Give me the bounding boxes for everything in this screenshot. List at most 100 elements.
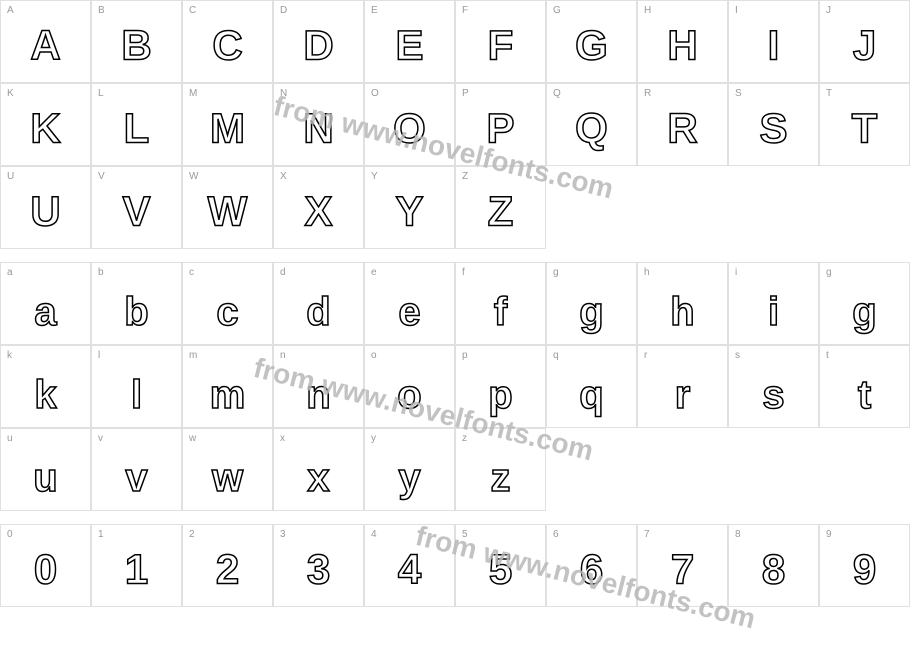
cell-glyph: 9 [853,548,876,590]
glyph-cell: RR [637,83,728,166]
glyph-cell: hh [637,262,728,345]
cell-key-label: X [280,171,287,182]
cell-key-label: m [189,350,197,361]
cell-glyph: V [122,190,150,232]
cell-glyph: E [395,24,423,66]
cell-glyph: U [30,190,60,232]
cell-glyph: K [30,107,60,149]
cell-key-label: H [644,5,651,16]
glyph-cell: XX [273,166,364,249]
cell-key-label: P [462,88,469,99]
glyph-cell: EE [364,0,455,83]
glyph-cell: yy [364,428,455,511]
cell-glyph: k [34,375,56,415]
cell-key-label: U [7,171,14,182]
glyph-cell: TT [819,83,910,166]
cell-key-label: b [98,267,104,278]
glyph-cell: ss [728,345,819,428]
glyph-row: uuvvwwxxyyzz [0,428,911,511]
glyph-cell: AA [0,0,91,83]
cell-glyph: J [853,24,876,66]
glyph-cell: CC [182,0,273,83]
cell-key-label: x [280,433,285,444]
glyph-cell: 88 [728,524,819,607]
cell-glyph: o [397,375,421,415]
cell-glyph: 6 [580,548,603,590]
cell-key-label: d [280,267,286,278]
cell-glyph: v [125,458,147,498]
glyph-cell: oo [364,345,455,428]
cell-glyph: u [33,458,57,498]
cell-key-label: c [189,267,194,278]
glyph-cell: mm [182,345,273,428]
cell-glyph: q [579,375,603,415]
glyph-cell: FF [455,0,546,83]
cell-key-label: A [7,5,14,16]
glyph-cell: bb [91,262,182,345]
cell-glyph: 4 [398,548,421,590]
cell-key-label: w [189,433,196,444]
glyph-cell: 11 [91,524,182,607]
glyph-cell: VV [91,166,182,249]
glyph-cell: zz [455,428,546,511]
cell-glyph: p [488,375,512,415]
glyph-cell: 99 [819,524,910,607]
cell-glyph: b [124,292,148,332]
glyph-cell: WW [182,166,273,249]
glyph-cell: 44 [364,524,455,607]
cell-glyph: Z [488,190,514,232]
cell-glyph: S [759,107,787,149]
cell-glyph: P [486,107,514,149]
glyph-cell: SS [728,83,819,166]
cell-key-label: Z [462,171,468,182]
cell-key-label: B [98,5,105,16]
cell-glyph: m [210,375,246,415]
cell-key-label: 6 [553,529,559,540]
glyph-cell: nn [273,345,364,428]
glyph-cell: II [728,0,819,83]
cell-key-label: p [462,350,468,361]
cell-glyph: x [307,458,329,498]
cell-glyph: l [131,375,142,415]
cell-glyph: g [852,292,876,332]
cell-key-label: N [280,88,287,99]
cell-key-label: 3 [280,529,286,540]
cell-key-label: I [735,5,738,16]
glyph-row: KKLLMMNNOOPPQQRRSSTT [0,83,911,166]
cell-glyph: g [579,292,603,332]
glyph-cell: ww [182,428,273,511]
cell-key-label: k [7,350,12,361]
cell-glyph: d [306,292,330,332]
cell-key-label: T [826,88,832,99]
cell-key-label: h [644,267,650,278]
glyph-row: kkllmmnnooppqqrrsstt [0,345,911,428]
cell-glyph: 7 [671,548,694,590]
cell-glyph: t [858,375,871,415]
glyph-cell: kk [0,345,91,428]
glyph-cell: DD [273,0,364,83]
glyph-cell: tt [819,345,910,428]
cell-key-label: L [98,88,104,99]
cell-key-label: W [189,171,198,182]
cell-key-label: n [280,350,286,361]
cell-glyph: N [303,107,333,149]
glyph-cell: PP [455,83,546,166]
cell-glyph: Y [395,190,423,232]
cell-glyph: 8 [762,548,785,590]
glyph-cell: YY [364,166,455,249]
glyph-cell: aa [0,262,91,345]
cell-glyph: G [575,24,608,66]
cell-key-label: J [826,5,831,16]
cell-glyph: O [393,107,426,149]
cell-glyph: R [667,107,697,149]
cell-glyph: I [768,24,780,66]
glyph-cell: OO [364,83,455,166]
glyph-cell: uu [0,428,91,511]
glyph-cell: 66 [546,524,637,607]
cell-key-label: G [553,5,561,16]
cell-key-label: 8 [735,529,741,540]
cell-glyph: 3 [307,548,330,590]
cell-key-label: O [371,88,379,99]
cell-key-label: V [98,171,105,182]
glyph-cell: BB [91,0,182,83]
